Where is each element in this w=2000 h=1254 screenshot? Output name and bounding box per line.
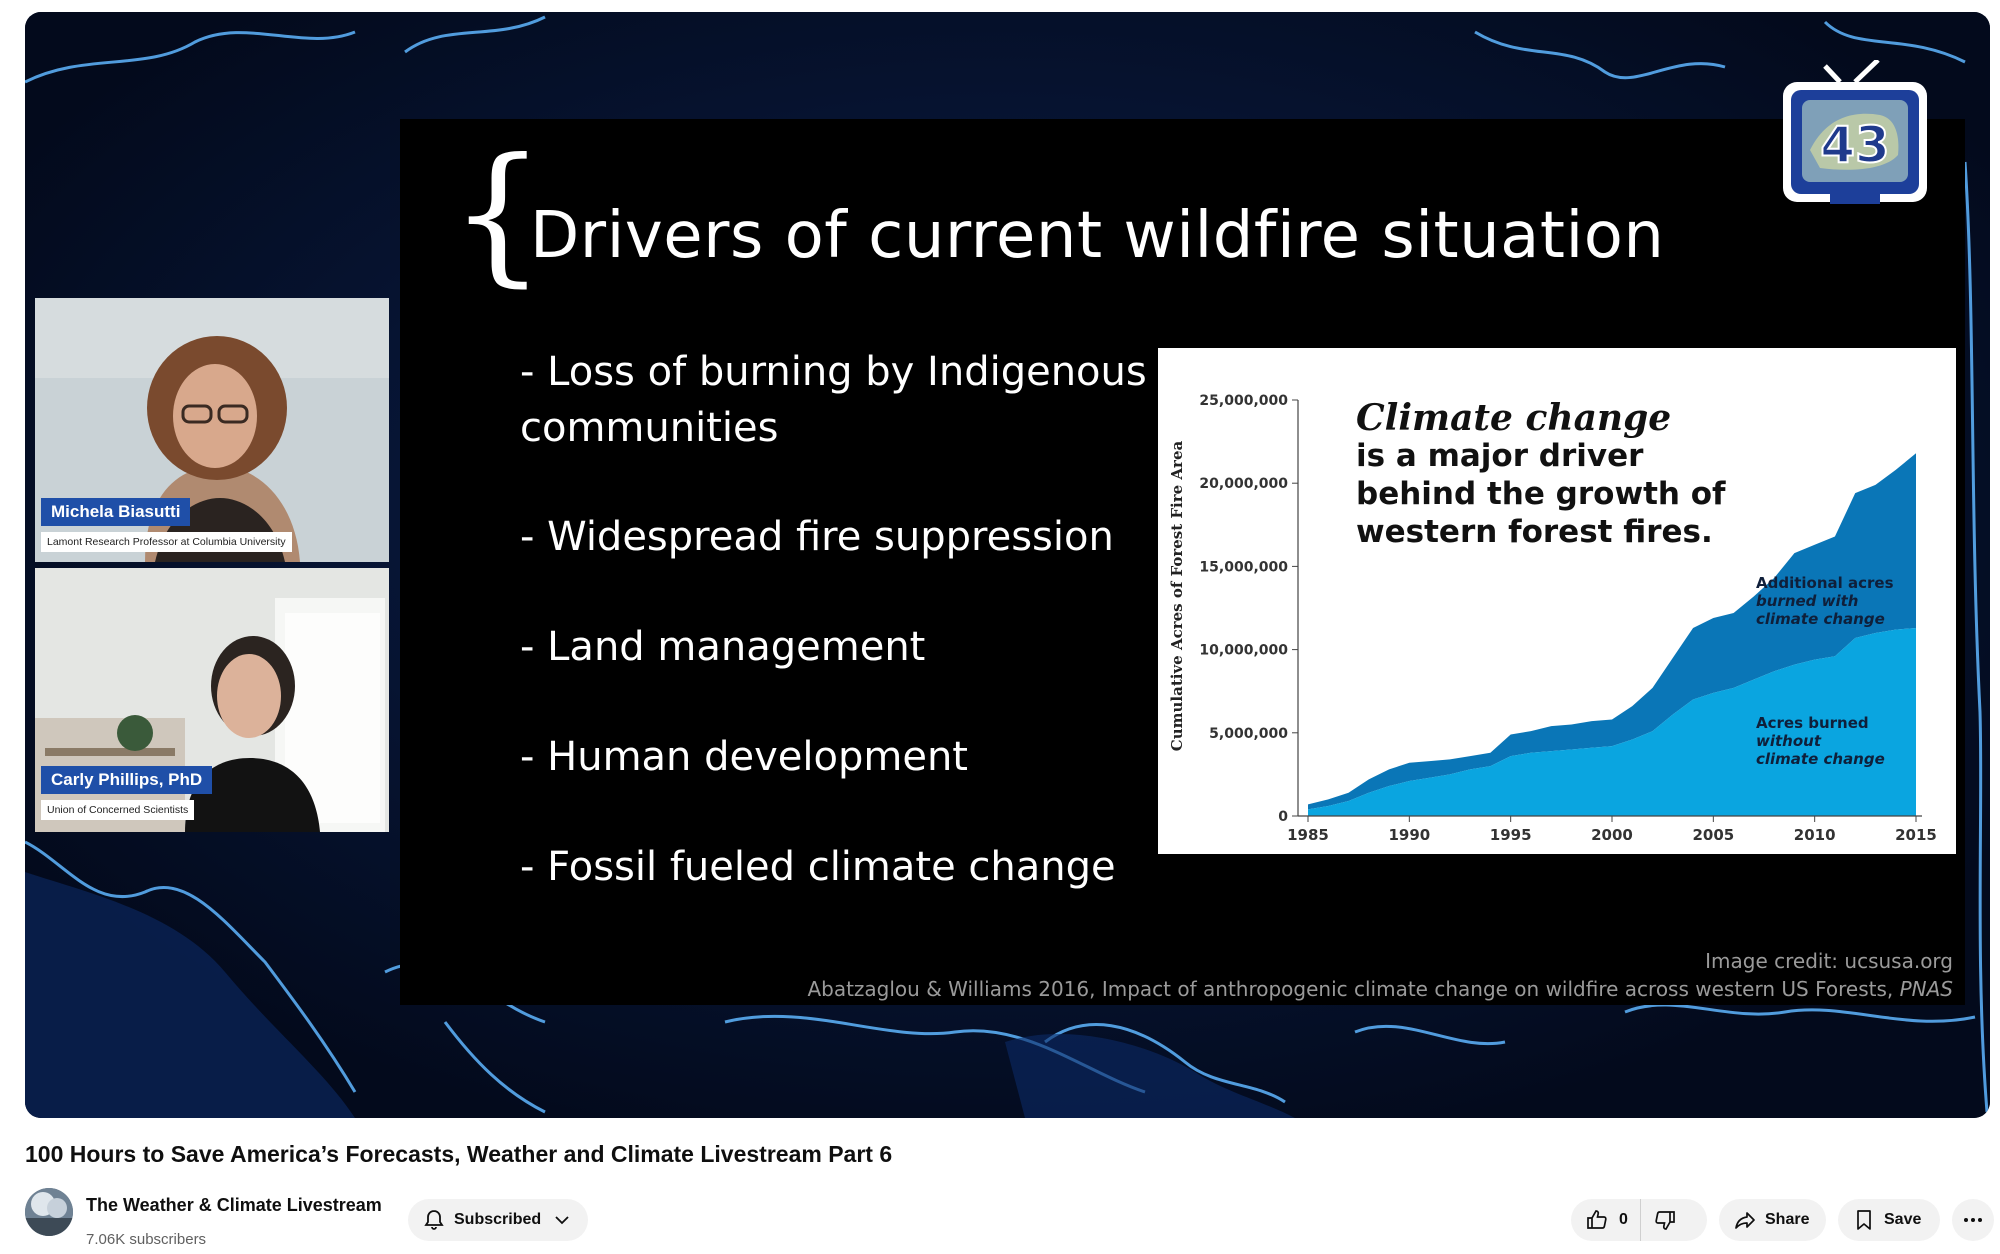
speaker-video-2: Carly Phillips, PhD Union of Concerned S… [35, 568, 389, 832]
channel-name[interactable]: The Weather & Climate Livestream [86, 1195, 382, 1215]
series-label-line: Acres burned [1756, 714, 1869, 732]
area-chart: Cumulative Acres of Forest Fire Area Cli… [1168, 393, 1937, 844]
series-label-line: burned with [1756, 592, 1858, 610]
video-title: 100 Hours to Save America’s Forecasts, W… [25, 1141, 893, 1167]
avatar-image [25, 1188, 73, 1236]
chart-headline-italic: Climate change [1356, 397, 1671, 439]
citation-main: Abatzaglou & Williams 2016, Impact of an… [807, 977, 1900, 1001]
subscribe-button[interactable]: Subscribed [408, 1199, 588, 1241]
chart-panel: Cumulative Acres of Forest Fire Area Cli… [1158, 348, 1956, 854]
share-icon [1735, 1212, 1755, 1229]
series-label-line: climate change [1756, 610, 1885, 628]
save-button[interactable]: Save [1838, 1199, 1940, 1241]
y-tick-label: 0 [1278, 809, 1288, 825]
citation-journal: PNAS [1899, 977, 1953, 1001]
share-label: Share [1765, 1211, 1810, 1228]
area-series-0 [1308, 627, 1916, 816]
subscribe-label: Subscribed [454, 1211, 542, 1228]
like-button[interactable]: 0 [1571, 1199, 1641, 1241]
chart-headline-line: is a major driver [1356, 438, 1644, 474]
thumbs-down-icon [1655, 1211, 1675, 1230]
like-count: 0 [1619, 1211, 1628, 1228]
citation: Abatzaglou & Williams 2016, Impact of an… [807, 977, 1953, 1001]
x-tick-label: 2010 [1794, 826, 1836, 844]
speaker-name-tag: Michela Biasutti [41, 498, 191, 526]
y-tick-label: 25,000,000 [1199, 393, 1288, 409]
like-dislike-group: 0 [1571, 1199, 1707, 1241]
slide-title: Drivers of current wildfire situation [530, 199, 1665, 273]
video-player[interactable]: { Drivers of current wildfire situation … [25, 12, 1990, 1118]
x-tick-label: 2005 [1692, 826, 1734, 844]
speaker-title-tag: Lamont Research Professor at Columbia Un… [41, 532, 292, 552]
bell-icon [424, 1210, 444, 1230]
bullet-item: - Widespread fire suppression [520, 514, 1114, 560]
y-tick-label: 5,000,000 [1209, 726, 1288, 742]
logo-number: 43 [1820, 116, 1890, 174]
save-label: Save [1884, 1211, 1922, 1228]
x-tick-label: 2015 [1895, 826, 1937, 844]
presentation-slide: { Drivers of current wildfire situation … [400, 119, 1965, 1005]
y-tick-label: 15,000,000 [1199, 559, 1288, 575]
series-label-additional: Additional acres burned with climate cha… [1756, 574, 1894, 628]
channel-tv-logo: 43 [1783, 60, 1927, 204]
channel-avatar[interactable] [25, 1188, 73, 1236]
share-button[interactable]: Share [1719, 1199, 1826, 1241]
x-tick-label: 1995 [1490, 826, 1532, 844]
series-label-line: Additional acres [1756, 574, 1894, 592]
x-tick-label: 1990 [1388, 826, 1430, 844]
more-icon [1964, 1218, 1982, 1222]
subscriber-count: 7.06K subscribers [86, 1231, 207, 1248]
dislike-button[interactable] [1641, 1199, 1677, 1241]
bookmark-icon [1857, 1210, 1871, 1230]
bullet-item: - Fossil fueled climate change [520, 844, 1116, 890]
speaker-title-tag: Union of Concerned Scientists [41, 800, 195, 820]
speaker-video-1: Michela Biasutti Lamont Research Profess… [35, 298, 389, 562]
y-tick-label: 20,000,000 [1199, 476, 1288, 492]
series-label-line: climate change [1756, 750, 1885, 768]
series-label-without: Acres burned without climate change [1756, 714, 1885, 768]
x-tick-label: 1985 [1287, 826, 1329, 844]
bullet-item: - Loss of burning by Indigenous communit… [520, 349, 1147, 451]
chart-headline: Climate change is a major driver behind … [1356, 397, 1726, 550]
speaker-name-tag: Carly Phillips, PhD [41, 766, 213, 794]
series-label-line: without [1756, 732, 1822, 750]
bullet-item: - Land management [520, 624, 926, 670]
chart-ylabel: Cumulative Acres of Forest Fire Area [1168, 441, 1186, 752]
more-actions-button[interactable] [1952, 1199, 1994, 1241]
x-tick-label: 2000 [1591, 826, 1633, 844]
brace-decoration: { [450, 127, 546, 301]
chevron-down-icon [555, 1216, 569, 1225]
image-credit: Image credit: ucsusa.org [1705, 949, 1953, 973]
area-series-1 [1308, 453, 1916, 810]
y-tick-label: 10,000,000 [1199, 643, 1288, 659]
bullet-item: - Human development [520, 734, 968, 780]
thumbs-up-icon [1587, 1210, 1607, 1229]
chart-headline-line: western forest fires. [1356, 514, 1713, 550]
chart-headline-line: behind the growth of [1356, 476, 1726, 512]
